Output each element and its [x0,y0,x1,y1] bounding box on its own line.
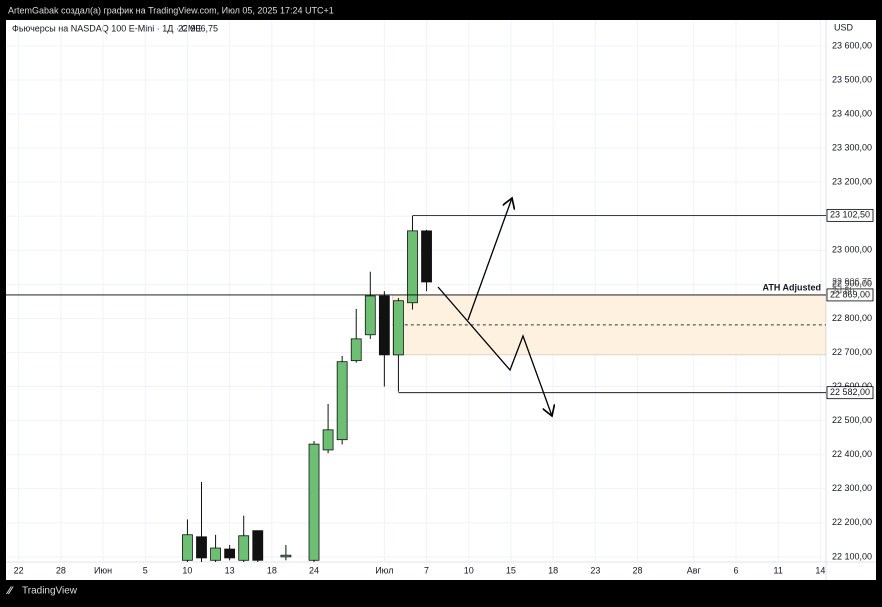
x-tick-label: 18 [267,565,277,575]
level-box [826,386,874,400]
x-tick-label: Июл [375,565,393,575]
label-layer: 22 100,00 22 200,00 22 300,00 22 400,00 22 5… [14,40,874,575]
brand: TradingView [22,586,78,597]
candle-body [238,535,250,561]
y-tick-label: 22 900,00 [832,279,872,289]
countdown: 2d 5h [832,285,855,295]
candle-body [210,547,221,561]
level-label: 22 869,00 [830,289,870,299]
x-tick-label: 10 [464,565,474,575]
y-tick-label: 23 600,00 [832,40,872,50]
header-price: 22 906,75 [178,23,218,33]
x-tick-label: 15 [506,565,516,575]
candle-body [252,530,264,561]
x-tick-label: 5 [143,565,148,575]
candle-body [280,554,292,558]
candle-body [322,429,334,451]
x-tick-label: 6 [733,565,738,575]
x-tick-label: 11 [774,565,783,575]
y-tick-label: 22 300,00 [832,483,872,493]
y-tick-label: 22 200,00 [832,517,872,527]
currency: USD [834,22,854,32]
y-tick-label: 23 000,00 [832,245,872,255]
level-label: 23 102,50 [830,210,870,220]
candle-body [224,548,236,559]
plot-area [6,20,826,562]
x-tick-label: 23 [590,565,600,575]
drawings [437,198,552,416]
candle-body [393,300,404,356]
candle-body [364,295,376,336]
y-tick-label: 22 500,00 [832,415,872,425]
y-tick-label: 23 400,00 [832,108,872,118]
y-tick-label: 23 500,00 [832,74,872,84]
y-tick-label: 23 300,00 [832,142,872,152]
level-box [826,208,874,222]
candle-body [308,443,320,561]
candle-body [350,338,362,362]
x-tick-label: Июн [94,565,112,575]
x-tick-label: 14 [815,565,825,575]
candle-body [336,361,348,441]
y-tick-label: 22 400,00 [832,449,872,459]
candle-body [378,295,390,356]
plot-layer [6,20,826,562]
y-tick-label: 22 600,00 [832,381,872,391]
last-price: 22 906,75 [832,276,872,286]
x-tick-label: 28 [633,565,643,575]
level-box [826,288,874,302]
y-tick-label: 22 700,00 [832,347,872,357]
symbol-title: Фьючерсы на NASDAQ 100 E-Mini · 1Д · CME [12,23,201,33]
y-tick-label: 22 100,00 [832,551,872,561]
brand-logo: ⁄⁄ [5,585,14,597]
x-tick-label: 7 [424,565,429,575]
caption: ArtemGabak создал(а) график на TradingVi… [8,5,334,15]
candle-body [182,534,193,561]
x-tick-label: 18 [548,565,558,575]
x-tick-label: 10 [182,565,192,575]
x-tick-label: 13 [225,565,235,575]
x-tick-label: 28 [56,565,66,575]
candle-body [196,536,207,559]
x-tick-label: 24 [309,565,319,575]
annotation: ATH Adjusted [763,282,822,292]
level-label: 22 582,00 [830,387,870,397]
y-tick-label: 23 200,00 [832,177,872,187]
candle-body [407,230,418,304]
candle-body [421,230,432,283]
x-tick-label: Авг [687,565,702,575]
arrow-up [467,198,512,321]
x-tick-label: 22 [14,565,24,575]
arrow-down [437,286,552,416]
y-tick-label: 22 800,00 [832,313,872,323]
